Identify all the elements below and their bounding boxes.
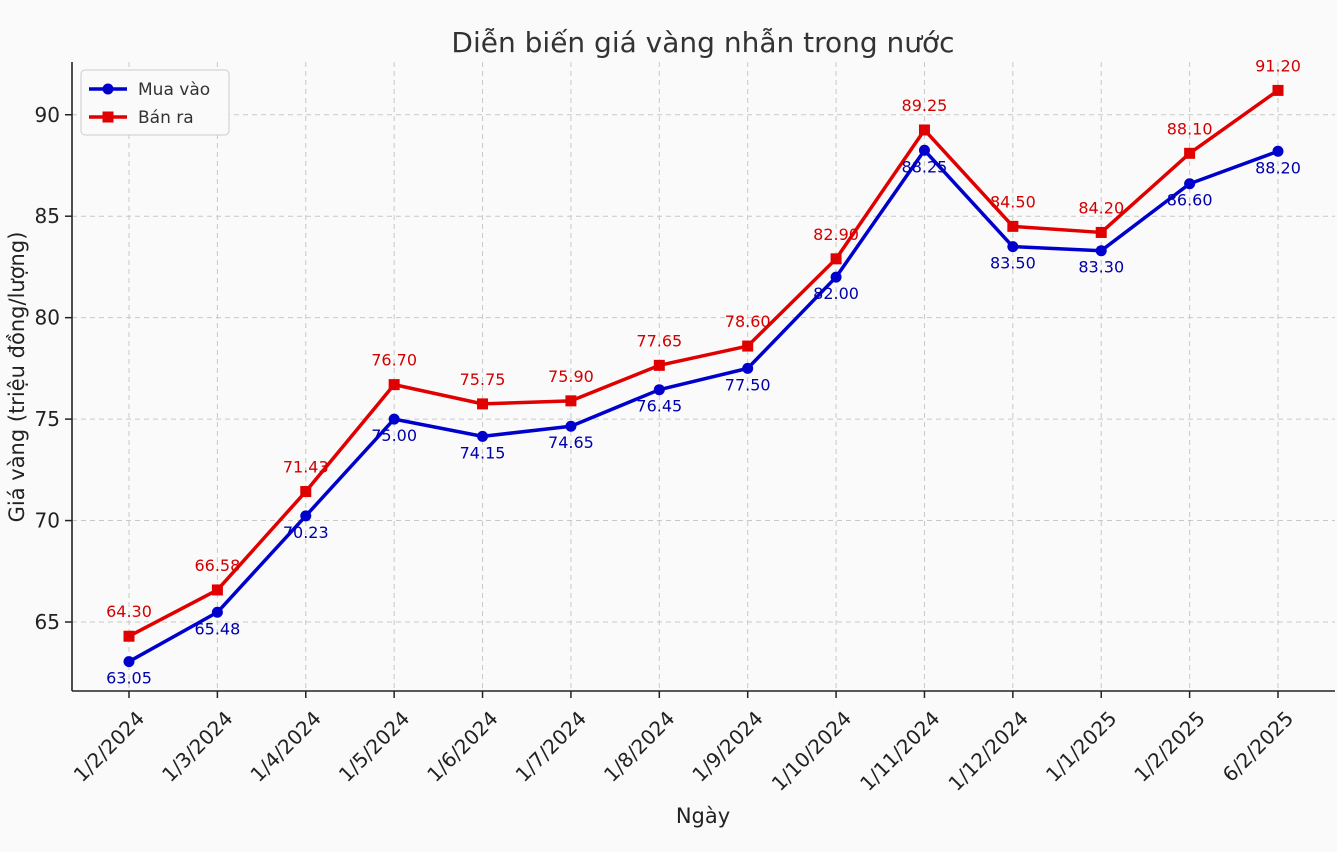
data-point-ban-ra bbox=[477, 398, 489, 410]
data-label-mua-vao: 74.15 bbox=[460, 443, 506, 462]
data-point-mua-vao bbox=[1007, 241, 1019, 253]
chart-title: Diễn biến giá vàng nhẫn trong nước bbox=[451, 26, 954, 59]
data-label-mua-vao: 88.25 bbox=[902, 157, 948, 176]
data-label-ban-ra: 91.20 bbox=[1255, 56, 1301, 75]
data-label-mua-vao: 86.60 bbox=[1167, 191, 1213, 210]
x-axis-label: Ngày bbox=[676, 804, 730, 828]
data-point-mua-vao bbox=[477, 430, 489, 442]
data-point-ban-ra bbox=[1007, 220, 1019, 232]
data-point-mua-vao bbox=[1184, 178, 1196, 190]
data-label-ban-ra: 78.60 bbox=[725, 312, 771, 331]
data-label-mua-vao: 83.50 bbox=[990, 254, 1036, 273]
data-label-ban-ra: 89.25 bbox=[902, 96, 948, 115]
data-label-ban-ra: 84.20 bbox=[1078, 198, 1124, 217]
y-tick-label: 75 bbox=[35, 407, 60, 431]
data-point-mua-vao bbox=[211, 606, 223, 618]
data-label-ban-ra: 75.90 bbox=[548, 367, 594, 386]
data-point-mua-vao bbox=[300, 510, 312, 522]
data-point-ban-ra bbox=[565, 395, 577, 407]
data-label-mua-vao: 65.48 bbox=[194, 619, 240, 638]
data-point-ban-ra bbox=[300, 486, 312, 498]
legend: Mua vào Bán ra bbox=[80, 69, 230, 136]
legend-marker-circle bbox=[102, 83, 114, 95]
data-point-ban-ra bbox=[1272, 84, 1284, 96]
data-label-mua-vao: 77.50 bbox=[725, 375, 771, 394]
data-label-mua-vao: 82.00 bbox=[813, 284, 859, 303]
data-point-ban-ra bbox=[211, 584, 223, 596]
data-point-mua-vao bbox=[653, 384, 665, 396]
data-point-mua-vao bbox=[1272, 145, 1284, 157]
data-label-ban-ra: 84.50 bbox=[990, 192, 1036, 211]
data-label-ban-ra: 76.70 bbox=[371, 351, 417, 370]
data-label-mua-vao: 74.65 bbox=[548, 433, 594, 452]
data-point-mua-vao bbox=[830, 271, 842, 283]
data-point-mua-vao bbox=[123, 656, 135, 668]
data-label-ban-ra: 88.10 bbox=[1167, 119, 1213, 138]
axes bbox=[65, 62, 1335, 698]
data-label-ban-ra: 64.30 bbox=[106, 602, 152, 621]
data-label-mua-vao: 63.05 bbox=[106, 669, 152, 688]
data-label-mua-vao: 75.00 bbox=[371, 426, 417, 445]
data-point-ban-ra bbox=[388, 379, 400, 391]
data-point-ban-ra bbox=[918, 124, 930, 136]
data-point-mua-vao bbox=[918, 144, 930, 156]
data-label-ban-ra: 75.75 bbox=[460, 370, 506, 389]
y-tick-label: 70 bbox=[35, 509, 60, 533]
legend-label: Bán ra bbox=[138, 108, 194, 128]
data-point-mua-vao bbox=[388, 413, 400, 425]
data-point-mua-vao bbox=[742, 362, 754, 374]
y-tick-label: 80 bbox=[35, 306, 60, 330]
series-group bbox=[123, 84, 1284, 668]
data-label-mua-vao: 70.23 bbox=[283, 523, 329, 542]
series-line-ban-ra bbox=[128, 88, 1280, 638]
legend-marker-square bbox=[102, 111, 114, 123]
y-axis-label: Giá vàng (triệu đồng/lượng) bbox=[5, 232, 29, 523]
series-line-mua-vao bbox=[128, 148, 1279, 664]
data-label-mua-vao: 83.30 bbox=[1078, 258, 1124, 277]
data-point-mua-vao bbox=[565, 420, 577, 432]
data-point-mua-vao bbox=[1095, 245, 1107, 257]
data-label-ban-ra: 77.65 bbox=[636, 331, 682, 350]
legend-label: Mua vào bbox=[138, 80, 210, 100]
data-labels: 63.05 65.48 70.23 75.00 74.15 74.65 76.45 77.50… bbox=[106, 56, 1301, 687]
data-label-ban-ra: 82.90 bbox=[813, 225, 859, 244]
data-label-ban-ra: 66.58 bbox=[194, 556, 240, 575]
data-point-ban-ra bbox=[653, 359, 665, 371]
data-point-ban-ra bbox=[123, 630, 135, 642]
data-point-ban-ra bbox=[742, 340, 754, 352]
y-tick-label: 90 bbox=[35, 103, 60, 127]
data-point-ban-ra bbox=[1095, 226, 1107, 238]
data-label-mua-vao: 76.45 bbox=[636, 397, 682, 416]
data-point-ban-ra bbox=[830, 253, 842, 265]
y-tick-label: 65 bbox=[35, 610, 60, 634]
data-point-ban-ra bbox=[1184, 147, 1196, 159]
data-label-mua-vao: 88.20 bbox=[1255, 158, 1301, 177]
data-label-ban-ra: 71.43 bbox=[283, 458, 329, 477]
y-tick-label: 85 bbox=[35, 204, 60, 228]
grid bbox=[72, 62, 1335, 691]
